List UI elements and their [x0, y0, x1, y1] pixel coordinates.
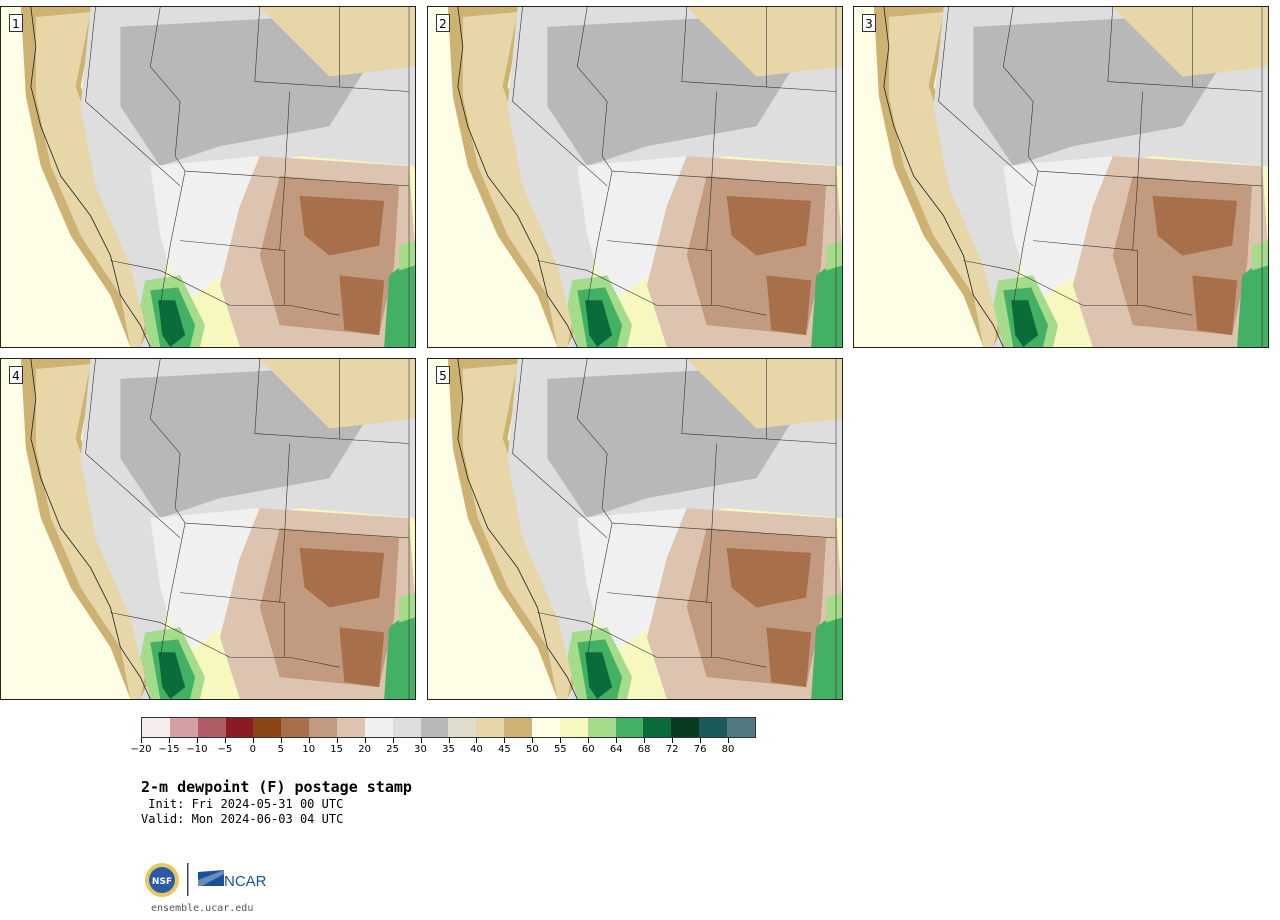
panel-label: 5: [436, 366, 450, 384]
colorbar-segment: [337, 718, 365, 737]
colorbar-tick-label: −10: [186, 744, 208, 755]
colorbar-tick: [364, 738, 366, 743]
colorbar-segment: [727, 718, 755, 737]
colorbar-tick: [224, 738, 226, 743]
colorbar-segment: [476, 718, 505, 737]
colorbar-tick-label: 5: [277, 744, 284, 755]
colorbar-tick-label: 72: [665, 744, 679, 755]
dewpoint-map: [428, 7, 842, 347]
colorbar-tick: [196, 738, 198, 743]
colorbar-tick-label: −20: [130, 744, 152, 755]
colorbar-tick-label: 10: [302, 744, 316, 755]
colorbar-segment: [532, 718, 560, 737]
colorbar-tick: [280, 738, 282, 743]
colorbar-tick: [532, 738, 534, 743]
colorbar-tick-label: 80: [721, 744, 735, 755]
colorbar-tick: [420, 738, 422, 743]
colorbar-ticks: −20 −15 −10 −5 0 5 10 15 20 25 30 35 40 45 50 55 60 64 68 7…: [130, 738, 756, 762]
colorbar-segment: [169, 718, 198, 737]
colorbar-tick: [392, 738, 394, 743]
map-panel-4: 4: [0, 358, 416, 700]
colorbar-tick: [504, 738, 506, 743]
colorbar-segment: [504, 718, 533, 737]
colorbar-tick-label: 25: [386, 744, 399, 755]
map-panel-1: 1: [0, 6, 416, 348]
colorbar-tick-label: 50: [525, 744, 539, 755]
colorbar-tick: [672, 738, 674, 743]
ncar-logo: NCAR: [198, 870, 267, 890]
colorbar-tick-label: 60: [581, 744, 595, 755]
website-link[interactable]: ensemble.ucar.edu: [151, 903, 254, 914]
colorbar-segment: [309, 718, 338, 737]
nsf-logo-text: NSF: [152, 877, 172, 887]
colorbar-segment: [615, 718, 644, 737]
panel-label: 3: [862, 14, 876, 32]
panel-label: 4: [9, 366, 23, 384]
colorbar-tick-label: −15: [158, 744, 180, 755]
colorbar-tick-label: 0: [249, 744, 256, 755]
colorbar-segment: [281, 718, 310, 737]
colorbar-segment: [699, 718, 728, 737]
colorbar-segment: [587, 718, 616, 737]
colorbar-tick-label: 40: [470, 744, 483, 755]
map-panel-5: 5: [427, 358, 843, 700]
colorbar-tick: [728, 738, 730, 743]
dewpoint-map: [1, 359, 415, 699]
dewpoint-map: [428, 359, 842, 699]
colorbar-segment: [225, 718, 254, 737]
colorbar-tick: [168, 738, 170, 743]
colorbar-tick: [252, 738, 254, 743]
colorbar-tick: [448, 738, 450, 743]
dewpoint-map: [854, 7, 1268, 347]
map-panel-3: 3: [853, 6, 1269, 348]
colorbar-tick-label: 68: [637, 744, 651, 755]
colorbar-segment: [420, 718, 449, 737]
colorbar: [141, 717, 756, 738]
colorbar-tick: [308, 738, 310, 743]
colorbar-segment: [671, 718, 700, 737]
colorbar-segment: [448, 718, 477, 737]
colorbar-tick-label: 76: [693, 744, 707, 755]
colorbar-tick: [476, 738, 478, 743]
colorbar-tick: [588, 738, 590, 743]
colorbar-tick: [336, 738, 338, 743]
nsf-logo: NSF: [145, 863, 179, 897]
colorbar-tick: [700, 738, 702, 743]
map-panel-2: 2: [427, 6, 843, 348]
init-time: Init: Fri 2024-05-31 00 UTC: [141, 797, 344, 811]
colorbar-tick-label: 35: [442, 744, 455, 755]
colorbar-tick-label: 30: [414, 744, 427, 755]
figure-title: 2-m dewpoint (F) postage stamp: [141, 778, 412, 796]
colorbar-segment: [392, 718, 421, 737]
colorbar-segment: [142, 718, 170, 737]
colorbar-segment: [643, 718, 672, 737]
colorbar-tick: [560, 738, 562, 743]
panel-label: 2: [436, 14, 450, 32]
colorbar-segment: [253, 718, 282, 737]
ncar-logo-text: NCAR: [224, 873, 267, 890]
colorbar-tick-label: 15: [330, 744, 344, 755]
colorbar-tick-label: 45: [498, 744, 511, 755]
colorbar-segment: [364, 718, 393, 737]
colorbar-tick-label: 20: [358, 744, 371, 755]
colorbar-tick: [616, 738, 618, 743]
colorbar-tick-label: 64: [609, 744, 623, 755]
colorbar-tick-label: 55: [553, 744, 567, 755]
colorbar-segment: [197, 718, 226, 737]
colorbar-tick-label: −5: [217, 744, 233, 755]
colorbar-tick: [141, 738, 142, 743]
panel-label: 1: [9, 14, 23, 32]
logos: NSF NCAR: [144, 860, 284, 900]
dewpoint-map: [1, 7, 415, 347]
valid-time: Valid: Mon 2024-06-03 04 UTC: [141, 812, 344, 826]
colorbar-segment: [559, 718, 588, 737]
colorbar-tick: [644, 738, 646, 743]
